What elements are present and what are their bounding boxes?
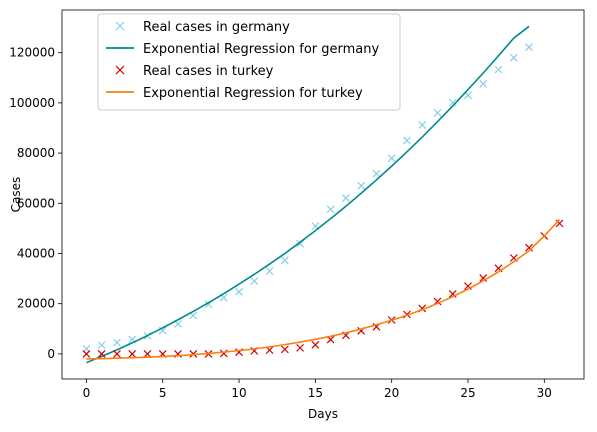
series-0-point <box>494 65 503 74</box>
legend-swatch-marker <box>115 65 125 75</box>
legend-entry-label: Real cases in germany <box>143 20 290 35</box>
series-2-point <box>82 349 91 358</box>
legend-entry-label: Real cases in turkey <box>143 64 274 79</box>
x-tick-label: 5 <box>159 386 167 400</box>
series-2-point <box>219 349 228 358</box>
series-2-point <box>525 243 533 252</box>
series-0-point <box>280 256 289 265</box>
series-0-point <box>418 121 427 129</box>
series-2-point <box>280 345 289 354</box>
x-axis-label: Days <box>308 407 338 421</box>
series-0-point <box>525 43 533 52</box>
series-0-point <box>250 277 259 286</box>
series-0-point <box>403 136 411 145</box>
series-line-3 <box>86 219 561 360</box>
series-0-point <box>341 194 350 202</box>
series-0-point <box>326 205 335 214</box>
legend-entry-label: Exponential Regression for turkey <box>143 86 363 101</box>
series-2-point <box>143 349 152 358</box>
series-0-point <box>235 287 243 296</box>
series-2-point <box>311 340 320 349</box>
y-tick-label: 40000 <box>17 246 55 260</box>
series-2-point <box>479 274 488 283</box>
series-0-point <box>479 79 488 88</box>
legend: Real cases in germany Exponential Regress… <box>97 13 401 111</box>
x-tick-label: 0 <box>83 386 91 400</box>
series-0-point <box>357 181 366 190</box>
plot-series <box>82 25 564 364</box>
series-0-point <box>448 98 457 107</box>
plot-area <box>82 25 564 364</box>
series-0-point <box>433 108 442 117</box>
y-tick-label: 120000 <box>9 46 55 60</box>
series-2-point <box>113 349 121 358</box>
series-0-point <box>387 154 396 163</box>
series-0-point <box>509 53 518 62</box>
series-0-point <box>97 341 106 350</box>
x-tick-label: 25 <box>460 386 475 400</box>
series-2-point <box>296 343 305 352</box>
series-0-point <box>372 169 381 178</box>
axes-frame <box>61 9 585 380</box>
y-axis-label: Cases <box>9 177 23 213</box>
legend-swatch-marker <box>115 21 125 31</box>
x-tick-label: 30 <box>537 386 552 400</box>
x-tick-label: 20 <box>384 386 399 400</box>
series-0-point <box>113 338 121 347</box>
y-tick-label: 0 <box>47 347 55 361</box>
legend-box <box>97 13 401 111</box>
y-tick-label: 80000 <box>17 146 55 160</box>
x-tick-label: 10 <box>231 386 246 400</box>
y-tick-label: 60000 <box>17 196 55 210</box>
y-tick-label: 100000 <box>9 96 55 110</box>
series-0-point <box>265 267 274 275</box>
series-line-1 <box>86 25 530 364</box>
series-2-point <box>97 349 106 358</box>
axes: 0 5 10 15 20 25 30 0 20000 40000 60000 80000 100000 1… <box>9 9 585 421</box>
legend-entry-label: Exponential Regression for germany <box>143 42 379 57</box>
series-2-point <box>128 349 137 358</box>
y-tick-label: 20000 <box>17 297 55 311</box>
x-tick-label: 15 <box>308 386 323 400</box>
